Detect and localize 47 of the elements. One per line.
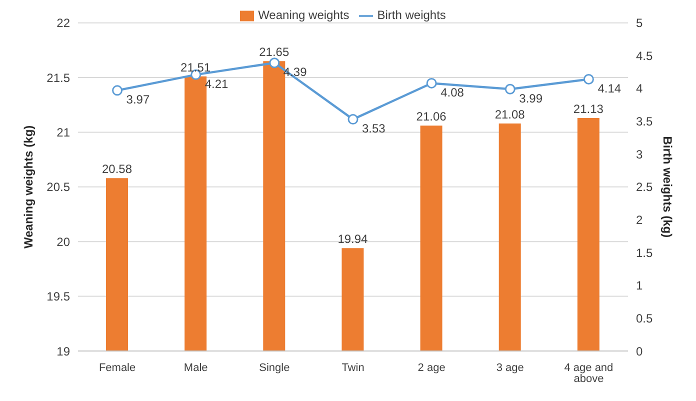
y-tick-label: 21.5 <box>46 70 70 85</box>
y2-tick-label: 3.5 <box>636 114 654 129</box>
x-tick-label: 2 age <box>418 362 446 374</box>
y-tick-label: 20.5 <box>46 180 70 194</box>
data-label: 3.99 <box>519 91 543 106</box>
y2-tick-label: 3 <box>636 147 643 162</box>
y-tick-label: 19 <box>56 344 70 358</box>
y2-tick-label: 5 <box>636 16 643 30</box>
y2-axis-title: Birth weights (kg) <box>660 136 675 238</box>
y2-tick-label: 4.5 <box>636 48 654 63</box>
data-label: 21.65 <box>259 45 290 60</box>
data-label: 21.51 <box>180 60 211 74</box>
x-tick-label: 4 age and above <box>564 362 614 385</box>
x-tick-label: Male <box>184 362 208 374</box>
y-tick-label: 22 <box>56 16 70 30</box>
y-tick-label: 19.5 <box>46 290 70 304</box>
legend-label: Birth weights <box>377 8 446 22</box>
legend-label: Weaning weights <box>258 8 350 22</box>
point <box>583 74 594 85</box>
x-tick-label: 3 age <box>496 362 524 374</box>
y-tick-label: 21 <box>56 125 70 140</box>
y2-tick-label: 4 <box>636 82 643 96</box>
y2-tick-label: 0 <box>636 344 643 358</box>
data-label: 3.97 <box>126 92 150 107</box>
data-label: 4.14 <box>598 82 622 96</box>
data-label: 21.06 <box>416 110 447 124</box>
point <box>504 84 516 94</box>
y2-tick-label: 1 <box>636 278 643 293</box>
y-tick-label: 20 <box>56 234 70 249</box>
data-label: 19.94 <box>338 232 368 246</box>
point <box>269 58 280 68</box>
data-label: 21.13 <box>573 102 604 116</box>
x-tick-label: Twin <box>342 362 364 374</box>
y2-tick-label: 2 <box>636 212 643 227</box>
point <box>426 78 437 88</box>
data-label: 4.08 <box>440 85 464 100</box>
point <box>348 114 358 125</box>
y-axis-title: Weaning weights (kg) <box>21 125 36 248</box>
data-label: 3.53 <box>362 122 386 136</box>
y2-tick-label: 2.5 <box>636 180 654 194</box>
x-tick-label: Female <box>98 362 136 374</box>
point <box>112 85 123 96</box>
y2-tick-label: 1.5 <box>636 246 654 260</box>
data-label: 21.08 <box>494 107 526 122</box>
data-label: 20.58 <box>102 162 132 176</box>
x-tick-label: Single <box>259 362 290 374</box>
y2-tick-label: 0.5 <box>636 311 654 326</box>
